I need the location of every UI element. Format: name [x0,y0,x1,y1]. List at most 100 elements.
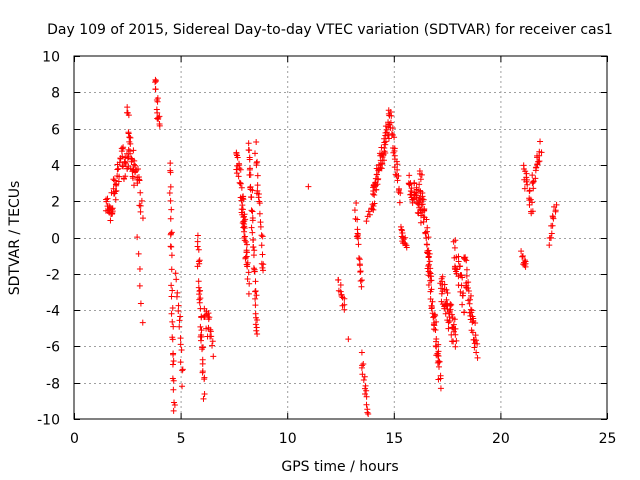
data-point [462,256,469,263]
data-point [382,141,389,148]
data-point [423,216,430,223]
data-point [242,216,249,223]
data-point [463,272,470,279]
data-point [137,189,144,196]
data-point [438,290,445,297]
data-point [136,282,143,289]
y-tick-label: 0 [51,232,60,248]
data-point [248,224,255,231]
data-point [354,216,361,223]
data-point [424,250,431,257]
data-point [532,175,539,182]
data-point [547,234,554,241]
data-point [122,173,129,180]
data-point [113,187,120,194]
data-point [527,196,534,203]
data-point [240,224,247,231]
data-point [456,263,463,270]
data-point [135,250,142,257]
data-point [305,183,312,190]
data-point [239,206,246,213]
data-point [463,266,470,273]
data-point [473,349,480,356]
data-point [239,202,246,209]
data-point [198,344,205,351]
data-point [389,125,396,132]
data-point [241,220,248,227]
x-tick-label: 20 [492,431,510,447]
data-point [254,331,261,338]
data-point [437,385,444,392]
data-point [407,188,414,195]
data-point [550,215,557,222]
data-point [248,194,255,201]
data-point [195,246,202,253]
data-point [197,323,204,330]
data-point [524,181,531,188]
data-point [433,318,440,325]
data-point [448,311,455,318]
data-point [137,208,144,215]
data-point [363,387,370,394]
data-point [357,278,364,285]
data-point [245,269,252,276]
data-point [175,307,182,314]
data-point [124,104,131,111]
data-point [521,185,528,192]
data-point [406,181,413,188]
data-point [549,213,556,220]
data-point [259,251,266,258]
y-tick-label: 10 [42,50,60,66]
data-point [179,366,186,373]
data-point [335,276,342,283]
data-point [233,170,240,177]
data-point [246,154,253,161]
data-point [452,343,459,350]
data-point [519,252,526,259]
data-point [435,348,442,355]
plot-frame [73,55,608,420]
y-tick-label: -4 [46,304,60,320]
data-point [414,209,421,216]
data-point [529,208,536,215]
data-point [421,207,428,214]
data-point [468,309,475,316]
data-point [425,261,432,268]
data-point [177,359,184,366]
data-point [154,109,161,116]
data-point [116,159,123,166]
data-point [426,269,433,276]
data-point [136,177,143,184]
data-point [254,316,261,323]
data-point [388,130,395,137]
data-point [465,287,472,294]
data-point [418,171,425,178]
data-point [377,164,384,171]
x-tick-labels: 0 5 10 15 20 25 [70,431,616,447]
data-point [355,255,362,262]
data-point [197,295,204,302]
data-point [397,223,404,230]
x-tick-label: 15 [385,431,403,447]
data-point [463,257,470,264]
data-point [122,160,129,167]
data-point [179,367,186,374]
data-point [469,319,476,326]
data-point [251,268,258,275]
data-point [113,181,120,188]
data-point [241,213,248,220]
data-point [115,178,122,185]
data-point [125,130,132,137]
data-point [419,201,426,208]
data-point [201,391,208,398]
data-point [178,346,185,353]
data-point [137,202,144,209]
data-point [459,274,466,281]
data-point [391,145,398,152]
data-point [256,198,263,205]
data-point [120,163,127,170]
data-point [240,193,247,200]
data-point [104,195,111,202]
data-point [400,236,407,243]
data-point [168,252,175,259]
